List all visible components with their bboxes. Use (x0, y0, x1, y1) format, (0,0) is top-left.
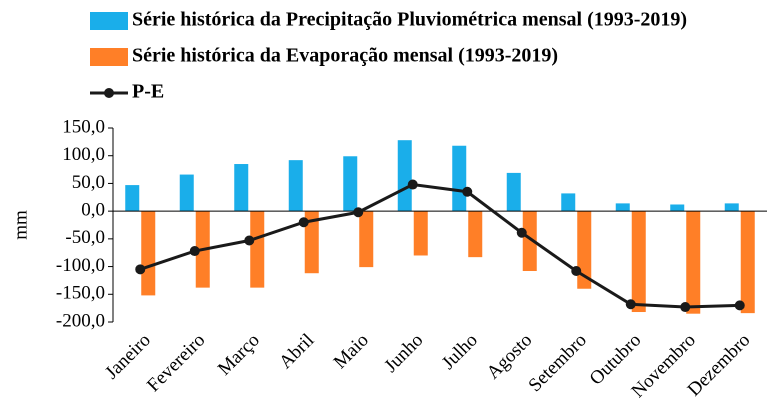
line-point (135, 264, 146, 275)
y-tick-label: -200,0 (56, 310, 105, 331)
x-tick-label: Julho (438, 330, 482, 374)
bar (686, 211, 701, 314)
line-point (189, 246, 200, 257)
line (139, 182, 740, 309)
bar (413, 211, 428, 256)
x-tick-label: Janeiro (101, 330, 155, 384)
line-point (571, 266, 582, 277)
bar (506, 172, 521, 212)
line-point (734, 300, 745, 311)
bar (250, 211, 265, 288)
bar (522, 211, 537, 272)
bar (452, 145, 467, 212)
x-tick-label: Agosto (483, 330, 537, 384)
bar (234, 164, 249, 212)
bar (670, 204, 685, 212)
bar (631, 211, 646, 313)
x-tick-label: Abril (275, 330, 318, 373)
legend-label: P-E (132, 81, 164, 103)
y-tick-label: 100,0 (62, 144, 105, 165)
line-point (407, 179, 418, 190)
line-point (625, 299, 636, 310)
bar (179, 174, 194, 212)
y-tick-label: -150,0 (56, 283, 105, 304)
bar (468, 211, 483, 258)
bar (615, 203, 630, 212)
legend-swatch (104, 88, 114, 98)
bar (561, 193, 576, 212)
line-point (298, 217, 309, 228)
legend-swatch (90, 12, 128, 30)
y-axis-label: mm (10, 210, 31, 240)
x-tick-label: Junho (380, 330, 427, 377)
bar (304, 211, 319, 274)
line-point (462, 186, 473, 197)
bar (343, 156, 358, 212)
y-tick-label: 50,0 (72, 172, 105, 193)
bar (125, 185, 140, 212)
bar (724, 203, 739, 212)
bar (359, 211, 374, 268)
x-tick-label: Fevereiro (143, 330, 209, 396)
y-tick-label: 0,0 (81, 200, 105, 221)
y-tick-label: 150,0 (62, 116, 105, 137)
bar (141, 211, 156, 296)
x-tick-label: Maio (330, 330, 373, 373)
y-tick-label: -100,0 (56, 255, 105, 276)
line-point (353, 207, 364, 218)
x-tick-label: Março (214, 330, 264, 380)
legend-swatch (90, 48, 128, 66)
bar (397, 140, 412, 212)
line-point (680, 302, 691, 313)
legend-label: Série histórica da Precipitação Pluviomé… (132, 9, 687, 31)
legend-label: Série histórica da Evaporação mensal (19… (132, 45, 558, 67)
line-point (244, 235, 255, 246)
x-tick-label: Setembro (525, 330, 591, 396)
bar (288, 160, 303, 212)
line-point (516, 227, 527, 238)
y-tick-label: -50,0 (65, 227, 105, 248)
bar (740, 211, 755, 314)
